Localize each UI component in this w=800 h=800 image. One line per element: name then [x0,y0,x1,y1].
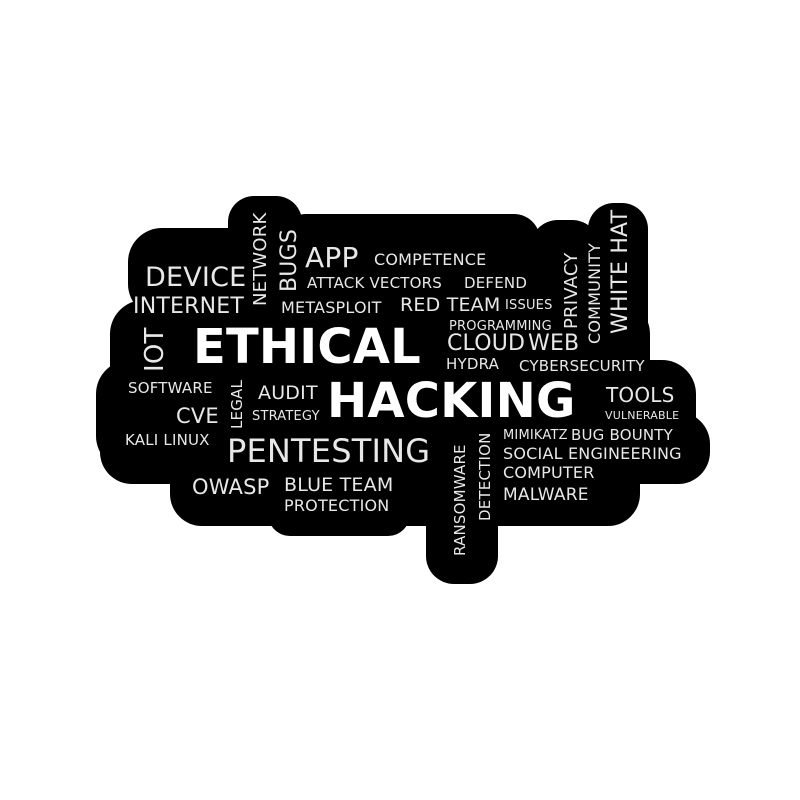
word-tools: TOOLS [606,383,675,407]
word-bug-bounty: BUG BOUNTY [571,426,674,444]
word-strategy: STRATEGY [252,409,320,424]
word-metasploit: METASPLOIT [281,298,382,317]
word-white-hat: WHITE HAT [608,209,633,334]
word-hydra: HYDRA [446,355,500,373]
word-mimikatz: MIMIKATZ [503,428,568,443]
word-defend: DEFEND [464,274,528,292]
word-social-engineering: SOCIAL ENGINEERING [503,444,682,463]
word-audit: AUDIT [258,382,318,404]
word-privacy: PRIVACY [561,252,582,329]
word-device: DEVICE [145,262,247,293]
word-kali-linux: KALI LINUX [125,431,210,449]
word-iot: IOT [140,327,170,372]
word-cybersecurity: CYBERSECURITY [519,357,645,375]
word-cve: CVE [176,404,219,428]
word-vulnerable: VULNERABLE [605,409,680,422]
word-network: NETWORK [250,212,271,306]
word-internet: INTERNET [133,294,244,319]
word-software: SOFTWARE [128,379,213,397]
word-blue-team: BLUE TEAM [284,474,394,496]
word-ethical: ETHICAL [193,319,421,375]
word-issues: ISSUES [505,298,553,313]
word-bugs: BUGS [277,228,302,292]
word-computer: COMPUTER [503,463,595,482]
word-detection: DETECTION [476,432,494,521]
word-cloud: CLOUD [447,331,526,356]
word-attack-vectors: ATTACK VECTORS [307,274,442,292]
word-owasp: OWASP [192,475,270,499]
word-competence: COMPETENCE [374,250,487,269]
word-app: APP [305,241,359,274]
word-protection: PROTECTION [284,496,390,515]
word-red-team: RED TEAM [400,294,501,316]
word-ransomware: RANSOMWARE [451,444,469,556]
word-web: WEB [528,331,580,356]
word-malware: MALWARE [503,485,589,505]
word-pentesting: PENTESTING [227,432,431,470]
word-legal: LEGAL [228,379,246,429]
word-programming: PROGRAMMING [449,319,552,334]
word-community: COMMUNITY [585,242,604,344]
word-hacking: HACKING [327,373,576,429]
